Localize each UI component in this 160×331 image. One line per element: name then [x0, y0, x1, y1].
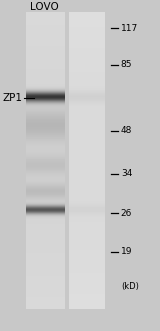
Text: 48: 48: [121, 126, 132, 135]
Text: 19: 19: [121, 247, 132, 256]
Text: 26: 26: [121, 209, 132, 218]
Text: (kD): (kD): [121, 282, 139, 291]
Text: 85: 85: [121, 60, 132, 69]
Text: LOVO: LOVO: [30, 2, 59, 12]
Text: ZP1: ZP1: [2, 93, 22, 103]
Text: 34: 34: [121, 169, 132, 178]
Text: 117: 117: [121, 24, 138, 33]
